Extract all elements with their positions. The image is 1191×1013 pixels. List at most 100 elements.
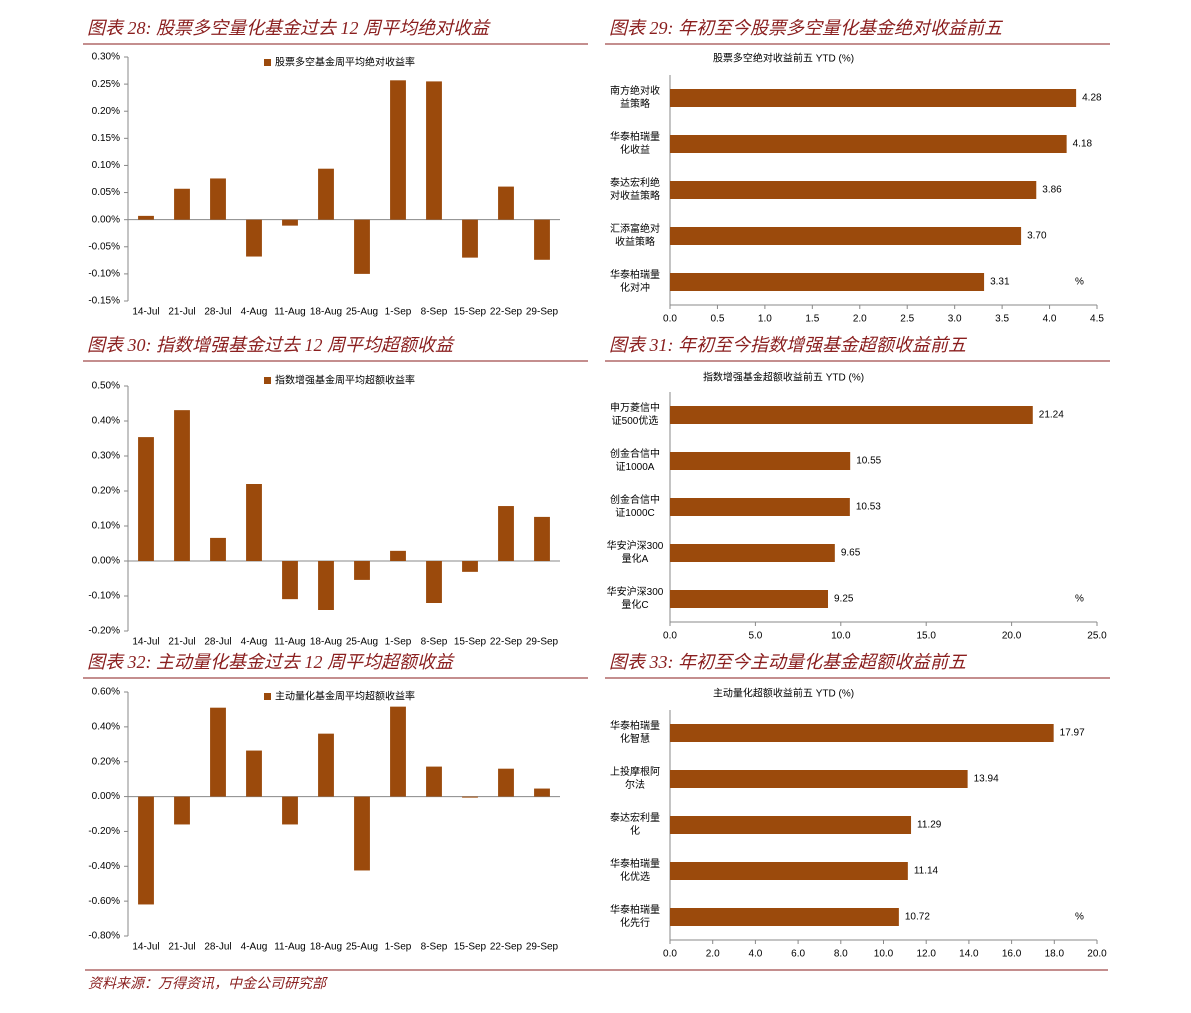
bar bbox=[670, 406, 1033, 424]
x-tick-label: 8-Sep bbox=[421, 942, 448, 953]
x-tick-label: 28-Jul bbox=[204, 307, 231, 318]
x-tick-label: 5.0 bbox=[748, 631, 762, 642]
bar bbox=[246, 484, 262, 561]
chart-subtitle: 指数增强基金超额收益前五 YTD (%) bbox=[703, 371, 864, 384]
category-label: 创金合信中证1000C bbox=[610, 495, 660, 519]
x-tick-label: 22-Sep bbox=[490, 942, 523, 953]
x-tick-label: 21-Jul bbox=[168, 637, 195, 648]
x-tick-label: 14-Jul bbox=[132, 307, 159, 318]
value-label: 10.72 bbox=[905, 912, 930, 923]
x-tick-label: 0.5 bbox=[710, 314, 724, 325]
y-tick-label: 0.50% bbox=[92, 381, 120, 392]
bar bbox=[426, 81, 442, 220]
bar bbox=[498, 186, 514, 220]
legend-swatch bbox=[264, 693, 271, 700]
bar bbox=[318, 561, 334, 610]
y-tick-label: 0.60% bbox=[92, 687, 120, 698]
bar bbox=[670, 498, 850, 516]
value-label: 11.29 bbox=[917, 820, 942, 831]
x-tick-label: 6.0 bbox=[791, 949, 805, 960]
bar bbox=[354, 796, 370, 871]
legend-label: 指数增强基金周平均超额收益率 bbox=[275, 374, 415, 387]
bar bbox=[670, 862, 908, 880]
category-label: 泰达宏利绝对收益策略 bbox=[610, 178, 660, 202]
y-tick-label: 0.15% bbox=[92, 133, 120, 144]
y-tick-label: 0.00% bbox=[92, 214, 120, 225]
category-label: 申万菱信中证500优选 bbox=[610, 403, 660, 427]
x-tick-label: 2.5 bbox=[900, 314, 914, 325]
x-tick-label: 1.5 bbox=[805, 314, 819, 325]
category-label: 华泰柏瑞量化收益 bbox=[610, 132, 660, 156]
x-tick-label: 10.0 bbox=[831, 631, 851, 642]
bar bbox=[138, 437, 154, 561]
bar bbox=[354, 219, 370, 274]
value-label: 4.28 bbox=[1082, 93, 1102, 104]
x-tick-label: 20.0 bbox=[1002, 631, 1022, 642]
y-tick-label: -0.20% bbox=[88, 626, 120, 637]
y-tick-label: 0.40% bbox=[92, 721, 120, 732]
x-tick-label: 11-Aug bbox=[274, 307, 306, 318]
x-tick-label: 21-Jul bbox=[168, 942, 195, 953]
x-tick-label: 16.0 bbox=[1002, 949, 1022, 960]
x-tick-label: 12.0 bbox=[916, 949, 936, 960]
bar bbox=[534, 516, 550, 561]
value-label: 9.25 bbox=[834, 594, 854, 605]
bar bbox=[282, 796, 298, 825]
bar bbox=[210, 537, 226, 561]
x-tick-label: 14-Jul bbox=[132, 637, 159, 648]
source-note: 资料来源：万得资讯，中金公司研究部 bbox=[88, 976, 328, 992]
x-tick-label: 8-Sep bbox=[421, 637, 448, 648]
chart-title: 图表 28: 股票多空量化基金过去 12 周平均绝对收益 bbox=[87, 18, 491, 38]
x-tick-label: 18-Aug bbox=[310, 942, 342, 953]
y-tick-label: -0.20% bbox=[88, 826, 120, 837]
x-tick-label: 0.0 bbox=[663, 314, 677, 325]
bar bbox=[282, 561, 298, 600]
bar bbox=[670, 724, 1054, 742]
bar bbox=[174, 410, 190, 561]
x-tick-label: 10.0 bbox=[874, 949, 894, 960]
x-tick-label: 25.0 bbox=[1087, 631, 1107, 642]
bar bbox=[246, 750, 262, 797]
y-tick-label: 0.00% bbox=[92, 556, 120, 567]
bar bbox=[138, 215, 154, 220]
chart-title: 图表 29: 年初至今股票多空量化基金绝对收益前五 bbox=[609, 18, 1004, 38]
x-tick-label: 0.0 bbox=[663, 631, 677, 642]
bar bbox=[670, 273, 985, 291]
x-tick-label: 1.0 bbox=[758, 314, 772, 325]
x-tick-label: 4.5 bbox=[1090, 314, 1104, 325]
x-tick-label: 4.0 bbox=[1043, 314, 1057, 325]
bar bbox=[426, 766, 442, 797]
x-tick-label: 1-Sep bbox=[385, 307, 412, 318]
value-label: 11.14 bbox=[914, 866, 939, 877]
bar bbox=[282, 219, 298, 226]
annotation: % bbox=[1075, 277, 1084, 288]
bar bbox=[390, 706, 406, 797]
bar bbox=[390, 550, 406, 561]
category-label: 华泰柏瑞量化优选 bbox=[610, 859, 660, 883]
x-tick-label: 8-Sep bbox=[421, 307, 448, 318]
value-label: 4.18 bbox=[1073, 139, 1093, 150]
annotation: % bbox=[1075, 912, 1084, 923]
x-tick-label: 11-Aug bbox=[274, 942, 306, 953]
bar bbox=[318, 733, 334, 797]
x-tick-label: 8.0 bbox=[834, 949, 848, 960]
value-label: 13.94 bbox=[974, 774, 999, 785]
y-tick-label: 0.30% bbox=[92, 451, 120, 462]
bar bbox=[670, 590, 828, 608]
legend-label: 主动量化基金周平均超额收益率 bbox=[275, 690, 415, 703]
value-label: 21.24 bbox=[1039, 410, 1064, 421]
y-tick-label: 0.20% bbox=[92, 106, 120, 117]
category-label: 创金合信中证1000A bbox=[610, 449, 660, 473]
category-label: 华安沪深300量化A bbox=[606, 541, 664, 565]
x-tick-label: 25-Aug bbox=[346, 307, 378, 318]
bar bbox=[174, 188, 190, 220]
y-tick-label: 0.10% bbox=[92, 160, 120, 171]
y-tick-label: 0.40% bbox=[92, 416, 120, 427]
x-tick-label: 15-Sep bbox=[454, 307, 487, 318]
x-tick-label: 18-Aug bbox=[310, 307, 342, 318]
bar bbox=[670, 816, 912, 834]
category-label: 华泰柏瑞量化先行 bbox=[610, 905, 660, 929]
x-tick-label: 20.0 bbox=[1087, 949, 1107, 960]
value-label: 3.86 bbox=[1042, 185, 1062, 196]
